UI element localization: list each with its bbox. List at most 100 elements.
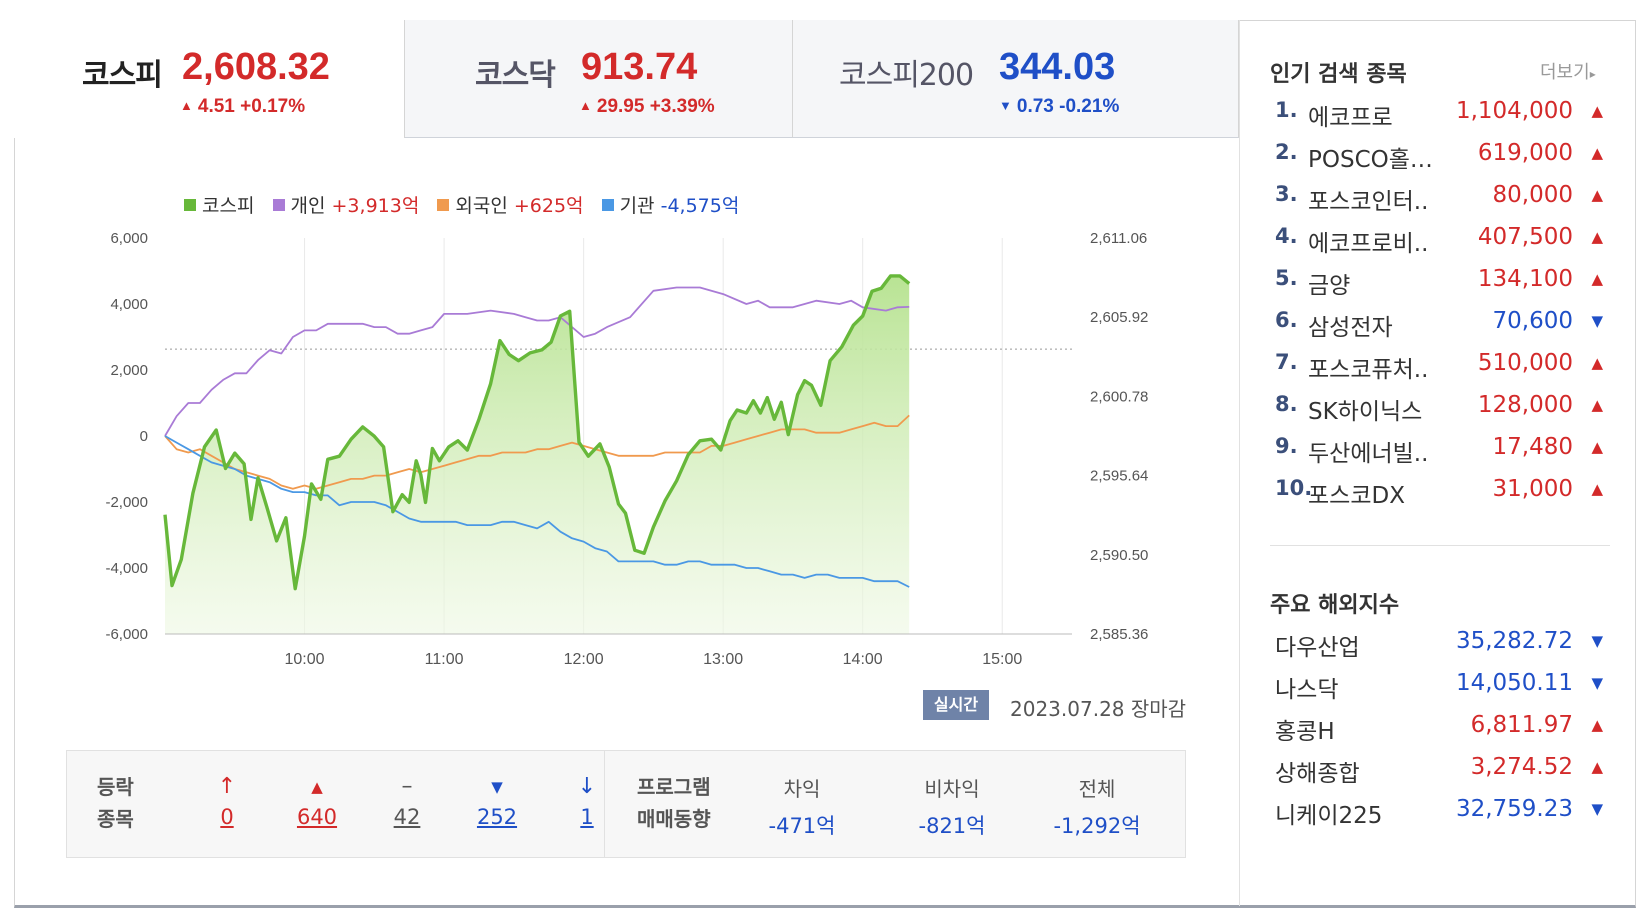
popular-stock-row[interactable]: 2. POSCO홀… 619,000 ▲	[1275, 140, 1605, 180]
legend-individual-label: 개인	[290, 195, 326, 217]
breadth-unchanged: – 42	[377, 773, 437, 829]
legend-swatch-individual	[272, 199, 285, 211]
unchanged-count[interactable]: 42	[393, 805, 421, 829]
world-index-name: 나스닥	[1275, 677, 1339, 703]
up-triangle-icon: ▲	[1591, 270, 1603, 288]
popular-stock-row[interactable]: 3. 포스코인터.. 80,000 ▲	[1275, 182, 1605, 222]
legend-institution-label: 기관	[619, 195, 655, 217]
tab-kosdaq[interactable]: 코스닥 913.74 ▲ 29.95 +3.39%	[405, 20, 793, 138]
program-arbitrage: 차익 -471억	[727, 773, 877, 840]
more-link-label: 더보기	[1540, 62, 1590, 83]
legend-individual[interactable]: 개인 +3,913억	[272, 191, 419, 218]
world-index-row[interactable]: 상해종합 3,274.52 ▲	[1275, 754, 1605, 794]
popular-stock-row[interactable]: 8. SK하이닉스 128,000 ▲	[1275, 392, 1605, 432]
popular-stock-row[interactable]: 4. 에코프로비.. 407,500 ▲	[1275, 224, 1605, 264]
right-panel-divider	[1239, 20, 1240, 906]
world-index-name: 홍콩H	[1275, 719, 1335, 745]
tab-kospi-name: 코스피	[82, 58, 163, 93]
lower-limit-count[interactable]: 1	[580, 805, 594, 829]
popular-stock-rank: 5.	[1275, 266, 1298, 290]
up-triangle-icon: ▲	[1591, 228, 1603, 246]
popular-stock-rank: 4.	[1275, 224, 1298, 248]
chevron-right-icon: ▸	[1589, 67, 1596, 81]
upper-limit-count[interactable]: 0	[220, 805, 234, 829]
up-triangle-icon: ▲	[1591, 186, 1603, 204]
breadth-advancing: ▲ 640	[287, 773, 347, 829]
world-index-row[interactable]: 다우산업 35,282.72 ▼	[1275, 628, 1605, 668]
popular-stock-price: 31,000	[1492, 476, 1573, 502]
popular-stock-row[interactable]: 9. 두산에너빌.. 17,480 ▲	[1275, 434, 1605, 474]
advancing-count[interactable]: 640	[296, 805, 338, 829]
tab-kospi-change: 4.51 +0.17%	[197, 96, 306, 117]
popular-stock-price: 134,100	[1477, 266, 1573, 292]
down-triangle-icon: ▼	[1591, 674, 1603, 692]
program-total-value: -1,292	[1053, 814, 1122, 838]
declining-count[interactable]: 252	[476, 805, 518, 829]
declining-triangle-icon: ▼	[491, 778, 503, 796]
up-triangle-icon: ▲	[1591, 102, 1603, 120]
program-total: 전체 -1,292억	[1022, 773, 1172, 840]
legend-institution-value: -4,575억	[660, 195, 740, 217]
popular-stock-row[interactable]: 7. 포스코퓨처.. 510,000 ▲	[1275, 350, 1605, 390]
chart-legend: 코스피 개인 +3,913억 외국인 +625억 기관 -4,575억	[184, 191, 751, 218]
popular-stock-price: 128,000	[1477, 392, 1573, 418]
popular-stock-price: 80,000	[1492, 182, 1573, 208]
popular-stock-name: 삼성전자	[1308, 315, 1393, 341]
world-index-name: 다우산업	[1275, 635, 1360, 661]
popular-stock-rank: 9.	[1275, 434, 1298, 458]
lower-limit-arrow-icon: ↓	[577, 774, 597, 799]
program-total-header: 전체	[1078, 777, 1116, 801]
legend-foreign[interactable]: 외국인 +625억	[437, 191, 584, 218]
popular-stock-name: 포스코인터..	[1308, 189, 1429, 215]
realtime-badge[interactable]: 실시간	[923, 690, 989, 720]
program-arbitrage-value-wrap: -471억	[727, 810, 877, 840]
breadth-upper-limit: ↑ 0	[197, 773, 257, 829]
program-label-line2: 매매동향	[637, 807, 711, 831]
up-triangle-icon: ▲	[1591, 396, 1603, 414]
tab-kospi200[interactable]: 코스피200 344.03 ▼ 0.73 -0.21%	[793, 20, 1239, 138]
popular-stock-row[interactable]: 6. 삼성전자 70,600 ▼	[1275, 308, 1605, 348]
popular-stock-rank: 7.	[1275, 350, 1298, 374]
world-index-value: 6,811.97	[1470, 712, 1573, 738]
world-index-row[interactable]: 니케이225 32,759.23 ▼	[1275, 796, 1605, 836]
upper-limit-arrow-icon: ↑	[217, 774, 237, 799]
breadth-divider	[604, 751, 605, 857]
program-arbitrage-value: -471	[768, 814, 817, 838]
up-triangle-icon: ▲	[1591, 758, 1603, 776]
world-index-row[interactable]: 홍콩H 6,811.97 ▲	[1275, 712, 1605, 752]
breadth-lower-limit: ↓ 1	[557, 773, 617, 829]
popular-stock-rank: 3.	[1275, 182, 1298, 206]
program-non-arbitrage: 비차익 -821억	[877, 773, 1027, 840]
program-non-arbitrage-value-wrap: -821억	[877, 810, 1027, 840]
popular-stock-row[interactable]: 5. 금양 134,100 ▲	[1275, 266, 1605, 306]
up-triangle-icon: ▲	[1591, 354, 1603, 372]
world-index-row[interactable]: 나스닥 14,050.11 ▼	[1275, 670, 1605, 710]
popular-stock-row[interactable]: 10. 포스코DX 31,000 ▲	[1275, 476, 1605, 516]
legend-foreign-label: 외국인	[455, 195, 508, 217]
popular-search-title: 인기 검색 종목	[1270, 62, 1407, 87]
tab-kosdaq-change-wrap: ▲ 29.95 +3.39%	[579, 96, 715, 118]
tab-kospi[interactable]: 코스피 2,608.32 ▲ 4.51 +0.17%	[14, 20, 405, 138]
popular-stock-price: 510,000	[1477, 350, 1573, 376]
more-link[interactable]: 더보기▸	[1540, 58, 1596, 84]
popular-stock-name: 포스코DX	[1308, 483, 1405, 509]
tab-kospi200-value: 344.03	[999, 46, 1116, 88]
popular-stock-rank: 1.	[1275, 98, 1298, 122]
world-index-name: 상해종합	[1275, 761, 1360, 787]
tab-kospi200-name: 코스피200	[839, 58, 974, 93]
world-index-value: 3,274.52	[1470, 754, 1573, 780]
legend-kospi[interactable]: 코스피	[184, 191, 254, 218]
program-arbitrage-unit: 억	[816, 814, 836, 838]
popular-stock-name: 금양	[1308, 273, 1351, 299]
right-panel-separator	[1270, 545, 1610, 546]
popular-stock-row[interactable]: 1. 에코프로 1,104,000 ▲	[1275, 98, 1605, 138]
world-index-title: 주요 해외지수	[1270, 593, 1400, 618]
market-breadth-box: 등락 종목 ↑ 0 ▲ 640 –42 ▼ 252 ↓ 1 프로그램 매매동향 차익 -471…	[66, 750, 1186, 858]
popular-stock-price: 17,480	[1492, 434, 1573, 460]
up-triangle-icon: ▲	[579, 98, 592, 113]
tab-kosdaq-value: 913.74	[581, 46, 698, 88]
program-label: 프로그램 매매동향	[637, 771, 711, 835]
program-non-arbitrage-unit: 억	[966, 814, 986, 838]
up-triangle-icon: ▲	[1591, 480, 1603, 498]
legend-institution[interactable]: 기관 -4,575억	[601, 191, 740, 218]
